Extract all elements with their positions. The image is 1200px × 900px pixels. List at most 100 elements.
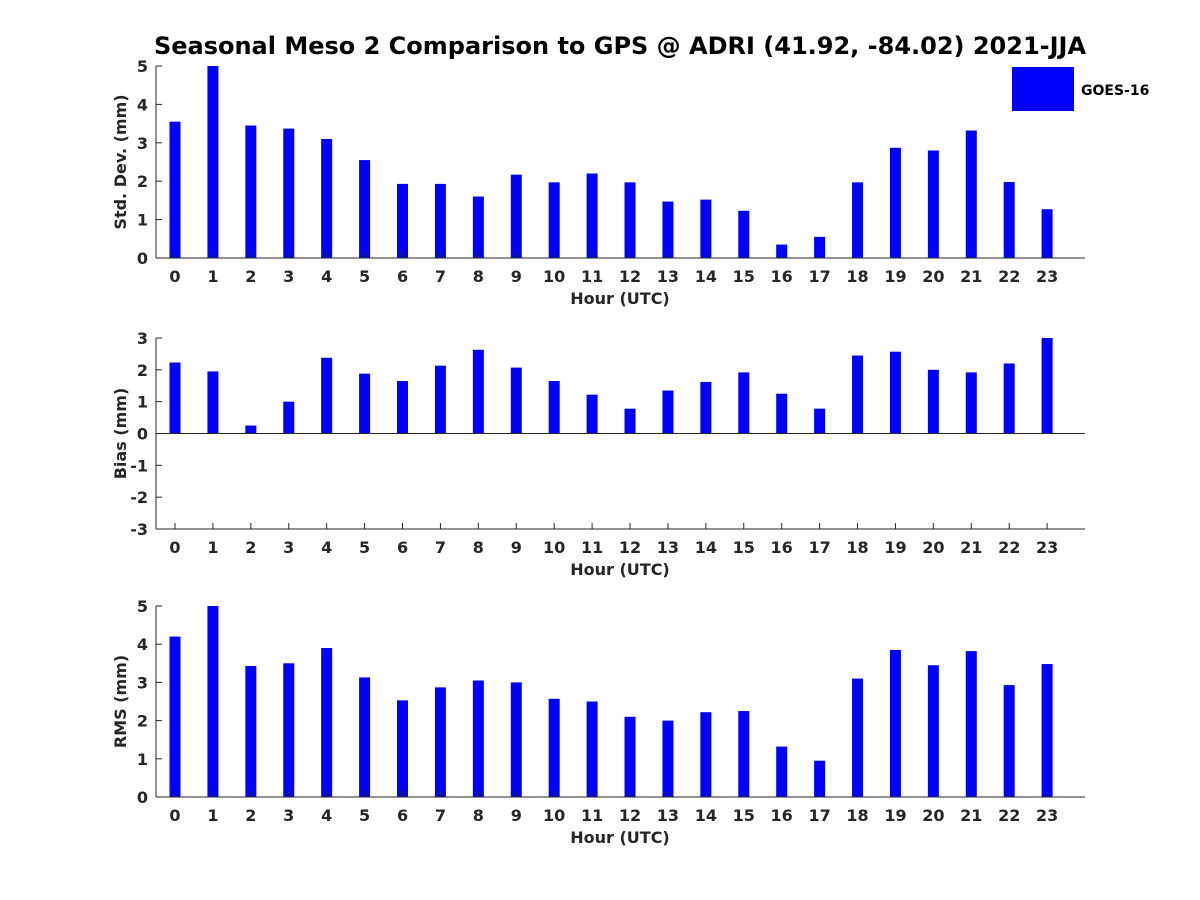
std-xtick-label: 2	[245, 267, 256, 286]
std-xtick-label: 22	[998, 267, 1020, 286]
std-xtick-label: 5	[359, 267, 370, 286]
bias-bar-17	[814, 408, 826, 434]
bias-ytick-label: 3	[137, 329, 148, 348]
bias-bar-10	[548, 380, 560, 434]
bias-xtick-label: 20	[922, 538, 944, 557]
std-xtick-label: 7	[435, 267, 446, 286]
rms-xtick-label: 6	[397, 806, 408, 825]
rms-bar-6	[397, 700, 409, 797]
bias-xtick-label: 8	[473, 538, 484, 557]
bias-xtick-label: 21	[960, 538, 982, 557]
bias-xtick-label: 12	[619, 538, 641, 557]
std-xtick-label: 17	[808, 267, 830, 286]
bias-xtick-label: 3	[283, 538, 294, 557]
bias-xtick-label: 9	[511, 538, 522, 557]
bias-ytick-label: 0	[137, 425, 148, 444]
std-ytick-label: 0	[137, 249, 148, 268]
rms-xtick-label: 12	[619, 806, 641, 825]
bias-y-label: Bias (mm)	[111, 388, 130, 480]
std-xtick-label: 20	[922, 267, 944, 286]
std-ytick-label: 1	[137, 211, 148, 230]
bias-bar-7	[434, 365, 446, 434]
bias-xtick-label: 18	[846, 538, 868, 557]
std-bar-4	[321, 138, 333, 258]
bias-bar-18	[852, 355, 864, 434]
std-xtick-label: 19	[884, 267, 906, 286]
bias-xtick-label: 13	[657, 538, 679, 557]
rms-bar-16	[776, 746, 788, 797]
rms-bar-8	[472, 680, 484, 797]
bias-xtick-label: 17	[808, 538, 830, 557]
std-ytick-label: 4	[137, 95, 148, 114]
rms-bar-12	[624, 716, 636, 797]
std-xtick-label: 9	[511, 267, 522, 286]
bias-bar-15	[738, 372, 750, 434]
bias-bar-2	[245, 425, 257, 434]
std-ytick-label: 5	[137, 57, 148, 76]
rms-xtick-label: 16	[771, 806, 793, 825]
rms-bar-2	[245, 665, 257, 797]
std-bar-1	[207, 66, 219, 258]
rms-xtick-label: 22	[998, 806, 1020, 825]
std-bar-15	[738, 210, 750, 258]
rms-bar-5	[359, 677, 371, 797]
bias-xtick-label: 5	[359, 538, 370, 557]
std-xtick-label: 8	[473, 267, 484, 286]
bias-bar-0	[169, 362, 181, 434]
std-bar-22	[1003, 181, 1015, 258]
bias-xtick-label: 15	[733, 538, 755, 557]
rms-bar-0	[169, 636, 181, 797]
bias-bar-12	[624, 408, 636, 434]
bias-xtick-label: 14	[695, 538, 717, 557]
legend: GOES-16	[1012, 67, 1149, 111]
rms-xtick-label: 3	[283, 806, 294, 825]
rms-bar-22	[1003, 685, 1015, 797]
std-xtick-label: 18	[846, 267, 868, 286]
std-xtick-label: 11	[581, 267, 603, 286]
rms-ytick-label: 2	[137, 712, 148, 731]
std-xtick-label: 12	[619, 267, 641, 286]
rms-ytick-label: 3	[137, 673, 148, 692]
std-xtick-label: 10	[543, 267, 565, 286]
rms-xtick-label: 23	[1036, 806, 1058, 825]
bias-bar-5	[359, 373, 371, 434]
rms-xtick-label: 14	[695, 806, 717, 825]
rms-ytick-label: 0	[137, 788, 148, 807]
std-bar-10	[548, 182, 560, 258]
rms-bar-4	[321, 648, 333, 797]
bias-xtick-label: 4	[321, 538, 332, 557]
bias-xtick-label: 19	[884, 538, 906, 557]
std-bar-18	[852, 182, 864, 258]
rms-bar-20	[927, 665, 939, 797]
bias-ytick-label: -2	[130, 488, 148, 507]
std-bar-8	[472, 196, 484, 258]
rms-xtick-label: 7	[435, 806, 446, 825]
bias-ytick-label: 2	[137, 361, 148, 380]
bias-bar-4	[321, 357, 333, 434]
bias-bar-6	[397, 380, 409, 434]
rms-xtick-label: 5	[359, 806, 370, 825]
std-xtick-label: 21	[960, 267, 982, 286]
rms-bar-1	[207, 606, 219, 797]
std-bar-7	[434, 183, 446, 258]
std-xtick-label: 1	[207, 267, 218, 286]
rms-xtick-label: 2	[245, 806, 256, 825]
rms-bar-10	[548, 698, 560, 797]
std-bar-12	[624, 182, 636, 258]
std-ytick-label: 3	[137, 134, 148, 153]
rms-bar-9	[510, 682, 522, 797]
bias-xtick-label: 6	[397, 538, 408, 557]
bias-bar-13	[662, 390, 674, 434]
rms-xtick-label: 21	[960, 806, 982, 825]
bias-bar-20	[927, 369, 939, 434]
bias-xtick-label: 2	[245, 538, 256, 557]
rms-xtick-label: 20	[922, 806, 944, 825]
bias-ytick-label: -1	[130, 456, 148, 475]
std-bar-5	[359, 160, 371, 258]
rms-xtick-label: 18	[846, 806, 868, 825]
legend-label: GOES-16	[1081, 83, 1149, 99]
rms-xtick-label: 0	[169, 806, 180, 825]
bias-ytick-label: -3	[130, 520, 148, 539]
